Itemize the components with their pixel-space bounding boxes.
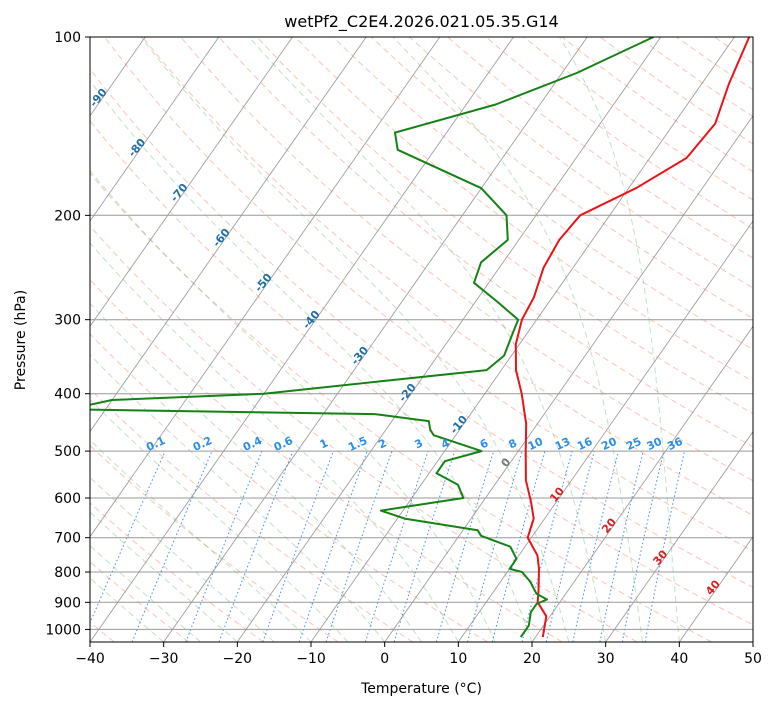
isotherm	[678, 535, 753, 642]
isotherm	[236, 37, 662, 642]
y-tick-label: 500	[54, 444, 81, 460]
moist-adiabat	[90, 242, 459, 642]
mixing-ratio-line	[435, 450, 495, 642]
y-tick-label: 400	[54, 387, 81, 403]
plot-area: -100-90-80-70-60-50-40-30-20-10010203040…	[90, 37, 753, 642]
dry-adiabat	[294, 37, 753, 382]
x-axis-label: Temperature (°C)	[360, 681, 482, 697]
mixing-ratio-line	[364, 450, 429, 642]
moist-adiabat	[90, 511, 238, 642]
mixing-ratio-label: 25	[624, 435, 643, 453]
y-tick-label: 600	[54, 491, 81, 507]
y-tick-label: 1000	[45, 622, 81, 638]
mixing-ratio-label: 20	[599, 435, 619, 453]
chart-title: wetPf2_C2E4.2026.021.05.35.G14	[284, 12, 558, 32]
x-tick-label: 0	[380, 651, 389, 667]
y-tick-label: 800	[54, 565, 81, 581]
isotherm	[605, 430, 753, 642]
isotherm	[384, 115, 753, 642]
x-tick-label: −40	[75, 651, 105, 667]
moist-adiabat	[140, 37, 570, 642]
x-tick-label: 30	[597, 651, 615, 667]
dry-adiabat	[90, 120, 753, 626]
dry-adiabat	[90, 333, 488, 642]
isobars	[90, 37, 753, 630]
moist-adiabat	[558, 37, 680, 642]
mixing-ratio-line	[185, 450, 263, 642]
isotherm	[90, 37, 293, 328]
moist-adiabat	[90, 302, 422, 642]
y-tick-label: 200	[54, 208, 81, 224]
y-tick-label: 700	[54, 531, 81, 547]
isotherm	[90, 37, 220, 222]
mixing-ratio-line	[262, 450, 334, 642]
y-axis: 100 200 300 400 500 600 700 800 900 1000	[45, 30, 90, 638]
plot-frame	[89, 36, 754, 643]
dry-adiabat	[218, 37, 753, 448]
dewpoint-profile	[90, 37, 654, 638]
dry-adiabat	[90, 68, 753, 589]
moist-adiabat	[90, 476, 275, 642]
y-tick-label: 100	[54, 30, 81, 46]
x-axis: −40 −30 −20 −10 0 10 20 30 40 50	[75, 642, 762, 667]
mixing-ratio-line	[218, 450, 294, 642]
mixing-ratio-line	[599, 450, 644, 642]
dry-adiabat	[90, 502, 264, 642]
moist-adiabat	[392, 37, 643, 642]
isotherm	[90, 37, 514, 642]
y-axis-label: Pressure (hPa)	[13, 290, 29, 390]
x-tick-label: −20	[223, 651, 253, 667]
y-tick-label: 300	[54, 313, 81, 329]
mixing-ratio-line	[521, 450, 573, 642]
temperature-profile	[514, 37, 751, 638]
moist-adiabat	[90, 544, 201, 642]
mixing-ratio-line	[131, 450, 213, 642]
dry-adiabat	[409, 37, 753, 289]
mixing-ratio-line	[467, 450, 523, 642]
isotherm	[90, 37, 367, 433]
x-tick-label: 40	[670, 651, 688, 667]
moist-adiabat	[90, 577, 165, 642]
mixing-ratio-line	[545, 450, 595, 642]
isotherm	[90, 37, 441, 538]
mixing-ratio-line	[90, 450, 166, 625]
dry-adiabat	[90, 278, 563, 642]
y-tick-label: 900	[54, 595, 81, 611]
mixing-ratio-label: 10	[526, 435, 546, 453]
moist-adiabat	[248, 37, 607, 642]
isotherm	[531, 325, 753, 642]
x-tick-label: 50	[744, 651, 762, 667]
x-tick-label: 10	[449, 651, 467, 667]
dry-adiabat	[142, 37, 753, 517]
mixing-ratio-line	[298, 450, 368, 642]
x-tick-label: −10	[296, 651, 326, 667]
mixing-ratio-label: 30	[645, 435, 665, 453]
isotherm	[163, 37, 588, 642]
mixing-ratio-lines	[90, 450, 685, 642]
isotherm	[310, 37, 735, 642]
mixing-ratio-label: 16	[575, 435, 595, 453]
dry-adiabat	[104, 37, 753, 552]
mixing-ratio-label: 13	[553, 435, 572, 453]
mixing-ratio-label: 36	[665, 435, 685, 453]
mixing-ratio-line	[325, 450, 393, 642]
dry-adiabat	[90, 225, 638, 642]
moist-adiabat	[90, 169, 496, 642]
mixing-ratio-line	[572, 450, 620, 642]
x-tick-label: 20	[523, 651, 541, 667]
moist-adiabat	[90, 353, 386, 642]
dry-adiabat	[256, 37, 753, 415]
profiles	[90, 37, 751, 638]
dry-adiabat	[90, 172, 712, 642]
x-tick-label: −30	[149, 651, 179, 667]
isotherms	[90, 37, 753, 642]
